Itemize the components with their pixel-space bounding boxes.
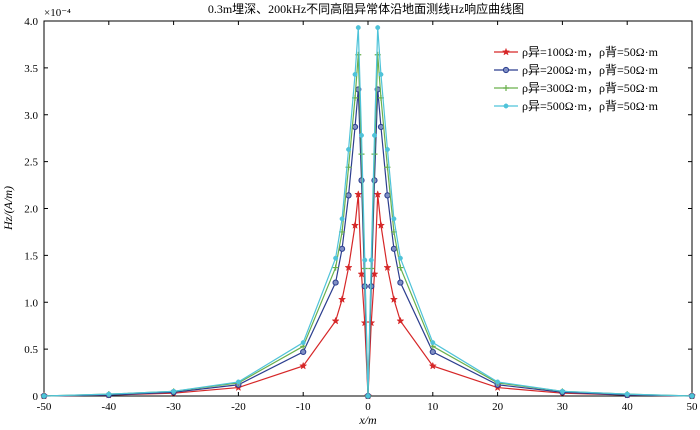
- data-point: [377, 123, 385, 131]
- series-group: [39, 25, 697, 400]
- legend-label: ρ异=200Ω·m，ρ背=50Ω·m: [522, 63, 659, 77]
- x-tick-label: -10: [296, 401, 311, 413]
- data-point: [333, 255, 339, 261]
- legend-marker: [503, 85, 509, 91]
- data-point: [383, 263, 392, 272]
- x-axis-label: x/m: [358, 413, 377, 427]
- data-point: [559, 388, 565, 394]
- data-point: [391, 216, 397, 222]
- chart-title: 0.3m埋深、200kHz不同高阻异常体沿地面测线Hz响应曲线图: [208, 1, 524, 16]
- data-point: [378, 71, 384, 77]
- data-point: [428, 361, 437, 370]
- series-4: [41, 25, 695, 399]
- data-point: [689, 393, 695, 399]
- data-point: [332, 279, 339, 286]
- data-point: [397, 279, 404, 286]
- y-axis-multiplier: ×10⁻⁴: [44, 7, 71, 19]
- data-point: [354, 190, 363, 198]
- data-point: [339, 216, 345, 222]
- data-point: [624, 391, 630, 397]
- legend: ρ异=100Ω·m，ρ背=50Ω·m ρ异=200Ω·m，ρ背=50Ω·m ρ异=3…: [488, 38, 684, 118]
- data-point: [106, 391, 112, 397]
- x-tick-label: 10: [427, 401, 439, 413]
- data-point: [350, 221, 360, 229]
- y-tick-label: 1.5: [24, 250, 38, 262]
- data-point: [362, 257, 368, 263]
- legend-marker: [503, 103, 509, 109]
- data-point: [332, 264, 339, 271]
- data-point: [331, 316, 340, 325]
- y-tick-label: 3.0: [24, 110, 38, 122]
- axis-ticks: -50 -40 -30 -20 -10 0 10 20 30 40 50 0 0.5 1.0 1.5 2.0 2…: [24, 16, 698, 413]
- x-tick-label: -20: [231, 401, 246, 413]
- x-tick-label: 50: [687, 401, 699, 413]
- data-point: [397, 264, 404, 271]
- data-point: [235, 379, 241, 385]
- series-line: [43, 89, 693, 397]
- data-point: [384, 192, 391, 199]
- data-point: [300, 348, 307, 356]
- y-tick-label: 0.5: [24, 344, 38, 356]
- legend-box: [488, 38, 684, 118]
- legend-item: ρ异=500Ω·m，ρ背=50Ω·m: [494, 99, 659, 113]
- legend-item: ρ异=100Ω·m，ρ背=50Ω·m: [494, 45, 659, 59]
- data-point: [365, 393, 371, 399]
- data-point: [344, 263, 353, 272]
- data-point: [346, 146, 352, 152]
- data-point: [299, 361, 308, 370]
- y-axis-label: Hz/(A/m): [1, 186, 15, 231]
- data-point: [360, 318, 369, 327]
- data-point: [352, 71, 358, 77]
- x-tick-label: 40: [622, 401, 634, 413]
- data-point: [396, 316, 405, 325]
- data-point: [376, 221, 386, 229]
- x-tick-label: 20: [492, 401, 504, 413]
- data-point: [337, 295, 347, 303]
- data-point: [429, 348, 436, 356]
- y-tick-label: 2.5: [24, 157, 38, 169]
- data-point: [171, 388, 177, 394]
- y-tick-label: 4.0: [24, 16, 38, 28]
- data-point: [355, 25, 361, 31]
- y-tick-label: 1.0: [24, 297, 38, 309]
- data-point: [368, 257, 374, 263]
- legend-marker: [502, 66, 510, 74]
- data-point: [338, 245, 346, 252]
- data-point: [41, 393, 47, 399]
- data-point: [375, 25, 381, 31]
- legend-label: ρ异=300Ω·m，ρ背=50Ω·m: [522, 81, 659, 95]
- legend-item: ρ异=200Ω·m，ρ背=50Ω·m: [494, 63, 659, 77]
- x-tick-label: 30: [557, 401, 569, 413]
- data-point: [371, 177, 378, 184]
- data-point: [351, 123, 359, 131]
- y-tick-label: 3.5: [24, 63, 38, 75]
- data-point: [389, 295, 399, 303]
- legend-item: ρ异=300Ω·m，ρ背=50Ω·m: [494, 81, 659, 95]
- legend-label: ρ异=500Ω·m，ρ背=50Ω·m: [522, 99, 659, 113]
- legend-marker: [501, 47, 511, 56]
- data-point: [430, 340, 436, 346]
- data-point: [495, 379, 501, 385]
- x-tick-label: -30: [166, 401, 181, 413]
- x-tick-label: -50: [37, 401, 52, 413]
- data-point: [359, 132, 364, 138]
- data-point: [397, 255, 403, 261]
- series-2: [40, 86, 696, 400]
- data-point: [367, 318, 376, 327]
- data-point: [373, 190, 382, 198]
- data-point: [372, 132, 377, 138]
- data-point: [358, 177, 365, 184]
- data-point: [390, 245, 398, 252]
- series-line: [43, 194, 693, 397]
- y-tick-label: 2.0: [24, 204, 38, 216]
- x-tick-label: 0: [365, 401, 371, 413]
- data-point: [300, 340, 306, 346]
- x-tick-label: -40: [101, 401, 116, 413]
- data-point: [345, 192, 352, 199]
- legend-label: ρ异=100Ω·m，ρ背=50Ω·m: [522, 45, 659, 59]
- series-1: [39, 190, 697, 400]
- y-tick-label: 0: [33, 391, 39, 403]
- data-point: [384, 146, 390, 152]
